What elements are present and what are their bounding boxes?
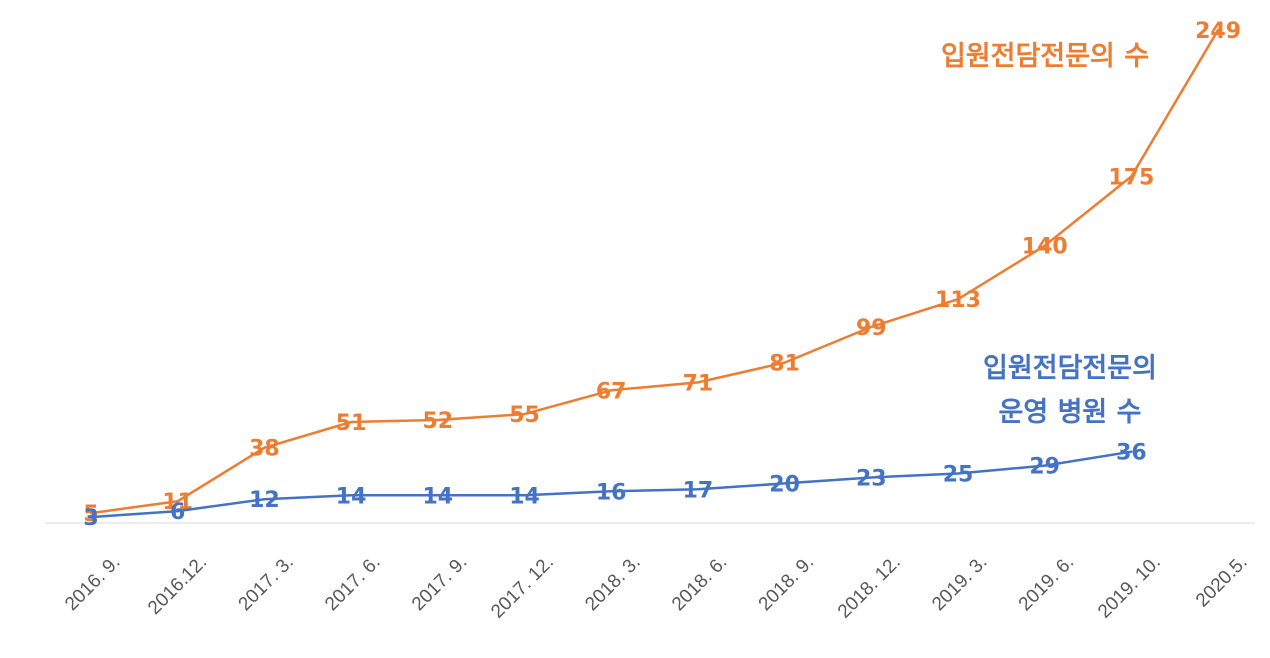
data-label: 67: [596, 379, 627, 404]
data-label: 6: [170, 500, 185, 525]
x-tick-label: 2020.5.: [1192, 552, 1252, 612]
x-tick-label: 2018. 12.: [834, 552, 905, 623]
data-label: 14: [336, 484, 367, 509]
x-tick-label: 2017. 6.: [321, 552, 384, 615]
data-label: 52: [422, 409, 453, 434]
data-label: 14: [509, 484, 540, 509]
x-tick-label: 2016. 9.: [61, 552, 124, 615]
x-tick-label: 2018. 3.: [581, 552, 644, 615]
series-line-1: [89, 28, 1220, 515]
data-label: 175: [1108, 165, 1154, 190]
data-label: 12: [249, 488, 280, 513]
data-label: 81: [769, 352, 800, 377]
x-tick-label: 2019. 3.: [928, 552, 991, 615]
data-label: 5: [83, 502, 98, 527]
series-name-label: 입원전담전문의 수: [941, 41, 1149, 72]
series-name-label: 운영 병원 수: [999, 397, 1142, 428]
x-tick-label: 2018. 6.: [668, 552, 731, 615]
data-label: 249: [1195, 19, 1241, 44]
data-label: 51: [336, 411, 367, 436]
data-label: 36: [1116, 441, 1147, 466]
data-label: 14: [422, 484, 453, 509]
data-label: 55: [509, 403, 540, 428]
x-tick-label: 2017. 9.: [408, 552, 471, 615]
data-label: 29: [1029, 455, 1060, 480]
x-tick-label: 2017. 12.: [487, 552, 558, 623]
data-label: 71: [683, 371, 714, 396]
data-label: 113: [935, 288, 981, 313]
x-tick-label: 2019. 6.: [1015, 552, 1078, 615]
data-label: 23: [856, 466, 887, 491]
data-label: 3: [83, 506, 98, 531]
series-line-2: [89, 450, 1133, 519]
x-tick-label: 2016.12.: [144, 552, 211, 619]
series-name-label: 입원전담전문의: [983, 353, 1157, 384]
x-tick-label: 2017. 3.: [235, 552, 298, 615]
x-tick-label: 2018. 9.: [755, 552, 818, 615]
data-label: 38: [249, 437, 280, 462]
data-label: 140: [1022, 235, 1068, 260]
data-label: 16: [596, 480, 627, 505]
data-label: 20: [769, 472, 800, 497]
data-label: 17: [683, 478, 714, 503]
data-label: 99: [856, 316, 887, 341]
x-tick-label: 2019. 10.: [1094, 552, 1165, 623]
data-label: 25: [943, 462, 974, 487]
